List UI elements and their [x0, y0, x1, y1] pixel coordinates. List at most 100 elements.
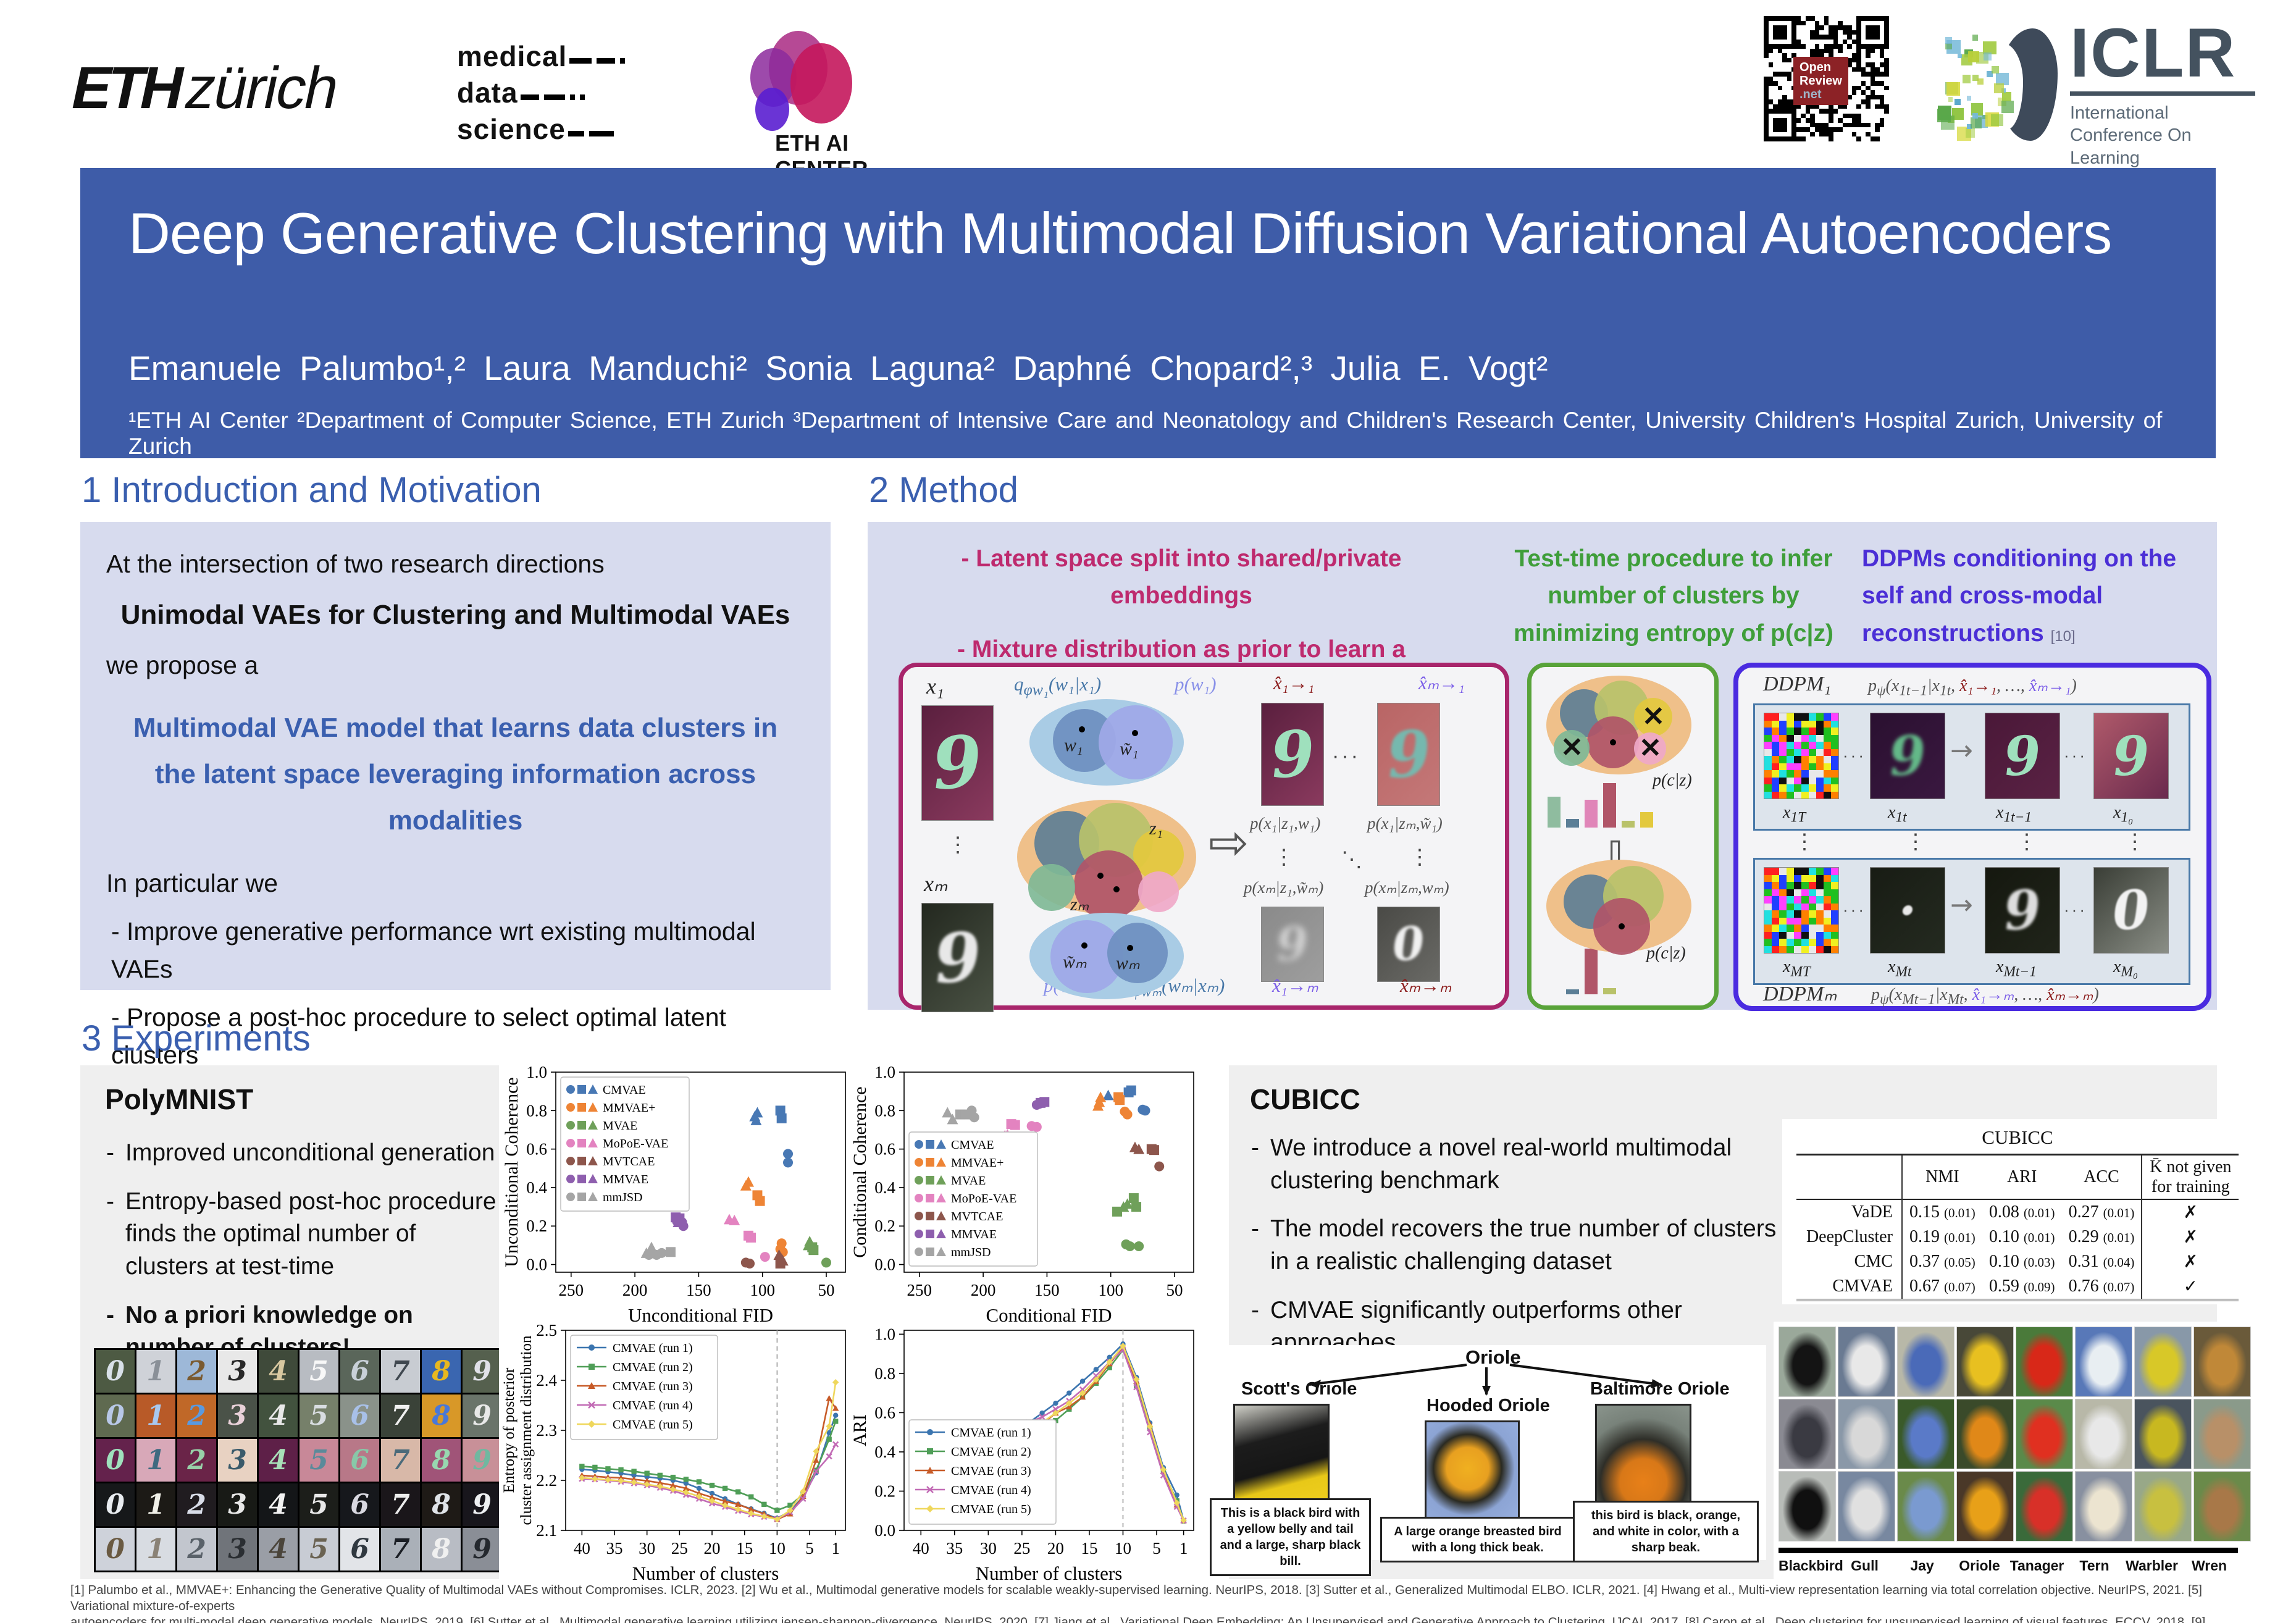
hdots-top: ···: [1332, 744, 1360, 768]
eth-ai-center-blob-icon: [726, 31, 948, 131]
oriole-child-2-label: Hooded Oriole: [1427, 1396, 1550, 1415]
svg-text:0.4: 0.4: [874, 1178, 895, 1197]
qr-badge-line2: Review: [1800, 74, 1842, 88]
polymnist-digit-cell: 1: [136, 1528, 175, 1571]
medical-data-science-logo: medical data science: [457, 38, 627, 148]
cluster-label: w̃₁: [1120, 739, 1139, 759]
svg-text:10: 10: [1115, 1539, 1131, 1558]
svg-text:0.0: 0.0: [874, 1521, 895, 1540]
polymnist-digit-cell: 0: [96, 1483, 135, 1526]
eth-zurich-logo: ETHzürich: [65, 54, 345, 122]
svg-text:20: 20: [1047, 1539, 1064, 1558]
label-p11: p(x₁|z₁,w₁): [1250, 814, 1321, 832]
table-row: CMC 0.37 (0.05) 0.10 (0.03) 0.31 (0.04) ✗: [1796, 1249, 2239, 1274]
svg-text:MMVAE: MMVAE: [603, 1173, 648, 1186]
eth-logo-bold: ETH: [65, 55, 188, 121]
svg-text:CMVAE (run 2): CMVAE (run 2): [613, 1361, 693, 1374]
qr-badge-line1: Open: [1800, 61, 1832, 74]
section-heading-method: 2 Method: [869, 470, 1018, 510]
scotts-oriole-caption: This is a black bird with a yellow belly…: [1210, 1498, 1371, 1576]
bird-class-label: Warbler: [2126, 1558, 2178, 1574]
svg-text:MoPoE-VAE: MoPoE-VAE: [951, 1192, 1016, 1206]
svg-text:100: 100: [750, 1281, 775, 1299]
svg-text:0.2: 0.2: [874, 1482, 895, 1500]
cluster-ellipse: w₁ w̃₁: [1029, 699, 1184, 786]
svg-text:5: 5: [805, 1539, 814, 1558]
pcz-bar: [1622, 821, 1635, 828]
pcz-bar: [1548, 797, 1561, 828]
label-xhat-1to1: x̂₁→₁: [1273, 672, 1315, 694]
label-pM1: p(xₘ|z₁,w̃ₘ): [1244, 878, 1324, 897]
section-heading-experiments: 3 Experiments: [82, 1018, 311, 1059]
oriole-taxonomy-card: Oriole Scott's Oriole Hooded Oriole Balt…: [1207, 1345, 1766, 1576]
recon-image-1toM: 9: [1261, 907, 1324, 982]
polymnist-digit-cell: 6: [340, 1439, 379, 1482]
bird-image-cell: [1779, 1399, 1836, 1469]
ddpm1-arrow-icon: →: [1950, 735, 1973, 766]
svg-text:50: 50: [818, 1281, 835, 1299]
svg-text:2.3: 2.3: [536, 1421, 557, 1440]
svg-text:5: 5: [1152, 1539, 1161, 1558]
svg-text:40: 40: [913, 1539, 929, 1558]
bird-image-cell: [1779, 1327, 1836, 1397]
ddpm-step-label: xMt: [1888, 957, 1912, 980]
svg-text:MMVAE+: MMVAE+: [951, 1156, 1003, 1170]
polymnist-digit-cell: 9: [463, 1439, 501, 1482]
polymnist-digit-cell: 9: [463, 1528, 501, 1571]
ddpm-vdots1: ⋮: [1794, 830, 1817, 853]
iclr-face-logo-icon: [1932, 25, 2061, 145]
ddpm1-dots2: ···: [2064, 746, 2087, 765]
oriole-root-label: Oriole: [1465, 1346, 1521, 1368]
cluster-label: z₁: [1149, 818, 1163, 839]
pcz-bar: [1640, 812, 1653, 828]
bird-image-cell: [2193, 1471, 2251, 1541]
svg-text:Entropy of posterior: Entropy of posterior: [501, 1367, 517, 1493]
polymnist-digit-cell: 6: [340, 1483, 379, 1526]
experiment-bullet: - CMVAE significantly outperforms other a…: [1251, 1296, 1682, 1356]
ddpmM-dots2: ···: [2064, 900, 2087, 919]
svg-text:150: 150: [686, 1281, 711, 1299]
pcz-bar: [1566, 819, 1579, 828]
polymnist-digit-cell: 8: [422, 1439, 461, 1482]
polymnist-digit-cell: 0: [96, 1350, 135, 1393]
bird-image-cell: [1897, 1471, 1955, 1541]
cluster-label: zₘ: [1070, 894, 1089, 915]
mds-logo-line: medical: [457, 38, 627, 75]
polymnist-digit-cell: 5: [300, 1439, 338, 1482]
svg-text:0.0: 0.0: [526, 1256, 547, 1274]
svg-text:CMVAE (run 5): CMVAE (run 5): [951, 1503, 1031, 1516]
pcz-bars-top: [1548, 772, 1653, 828]
bird-image-cell: [2134, 1471, 2192, 1541]
svg-text:200: 200: [622, 1281, 648, 1299]
svg-text:MVAE: MVAE: [603, 1119, 637, 1133]
polymnist-digit-cell: 1: [136, 1483, 175, 1526]
polymnist-digit-cell: 6: [340, 1528, 379, 1571]
cluster-ellipse: z₁ zₘ: [1017, 800, 1196, 920]
svg-text:mmJSD: mmJSD: [603, 1191, 642, 1204]
bird-class-label: Tanager: [2009, 1558, 2064, 1574]
bird-class-label: Jay: [1910, 1558, 1934, 1574]
oriole-arrows: [1309, 1364, 1662, 1396]
chart-ari: 40 35 30 25 20 15 10 5 1 0.0 0.2 0.4 0.6 0.8 1.0 Number…: [847, 1322, 1202, 1587]
mds-logo-line: data: [457, 75, 627, 111]
ddpmM-noise-image: [1764, 867, 1839, 954]
svg-text:CMVAE (run 2): CMVAE (run 2): [951, 1445, 1031, 1459]
svg-text:15: 15: [736, 1539, 753, 1558]
table-row: VaDE 0.15 (0.01) 0.08 (0.01) 0.27 (0.01) ✗: [1796, 1199, 2239, 1225]
label-xhat-1toM: x̂₁→ₘ: [1272, 975, 1318, 996]
polymnist-digit-cell: 9: [463, 1350, 501, 1393]
svg-text:ARI: ARI: [850, 1414, 870, 1446]
svg-text:1.0: 1.0: [526, 1063, 547, 1081]
cluster-ellipse: ✕ ✕ ✕: [1546, 676, 1691, 774]
svg-text:cluster assignment distributio: cluster assignment distribution: [518, 1335, 535, 1525]
svg-text:CMVAE (run 3): CMVAE (run 3): [951, 1464, 1031, 1478]
svg-text:100: 100: [1098, 1281, 1123, 1299]
bird-image-cell: [2134, 1399, 2192, 1469]
svg-text:40: 40: [574, 1539, 590, 1558]
pcz-bar: [1585, 949, 1598, 994]
bird-class-labels: Blackbird Gull Jay Oriole Tanager Tern Warbler…: [1779, 1558, 2238, 1574]
qr-badge-line3: .net: [1800, 88, 1822, 101]
pcz-bar: [1603, 783, 1616, 828]
ddpm-step-label: x1t−1: [1996, 803, 2032, 826]
entropy-panel: p(c|z) ⇩ p(c|z) ✕ ✕ ✕: [1527, 663, 1719, 1010]
